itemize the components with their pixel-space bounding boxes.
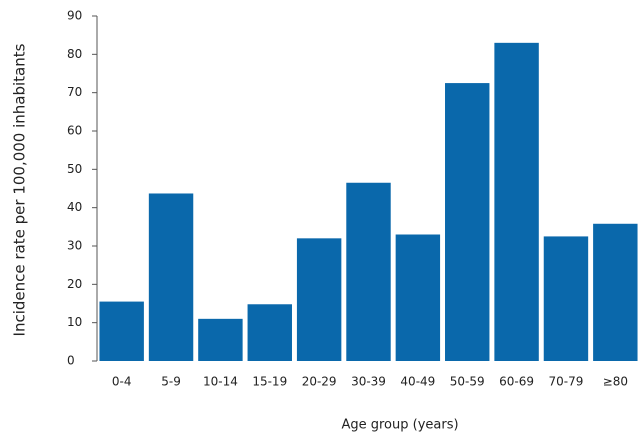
bar: [543, 236, 589, 361]
bar: [296, 238, 342, 361]
bar: [247, 304, 292, 361]
y-tick-label: 40: [67, 200, 82, 214]
y-tick-label: 60: [67, 124, 82, 138]
bar: [198, 318, 243, 361]
x-tick-label: 50-59: [450, 375, 485, 389]
y-tick-label: 80: [67, 47, 82, 61]
x-tick-label: ≥80: [603, 375, 628, 389]
x-axis-title: Age group (years): [341, 418, 458, 433]
y-tick-label: 90: [67, 9, 82, 23]
bar: [148, 193, 194, 361]
x-tick-label: 10-14: [203, 375, 238, 389]
x-tick-label: 20-29: [302, 375, 337, 389]
bar: [593, 223, 638, 361]
x-tick-label: 60-69: [499, 375, 534, 389]
bar: [494, 42, 539, 361]
y-tick-label: 10: [67, 315, 82, 329]
y-tick-label: 50: [67, 162, 82, 176]
x-tick-label: 70-79: [549, 375, 584, 389]
x-tick-label: 0-4: [112, 375, 132, 389]
y-tick-label: 20: [67, 277, 82, 291]
x-tick-label: 40-49: [400, 375, 435, 389]
bar: [395, 234, 441, 361]
bar: [99, 301, 144, 361]
y-tick-label: 0: [67, 354, 75, 368]
x-tick-label: 5-9: [161, 375, 181, 389]
x-tick-label: 15-19: [252, 375, 287, 389]
x-tick-label: 30-39: [351, 375, 386, 389]
y-axis-title: Incidence rate per 100,000 inhabitants: [11, 43, 29, 336]
bar: [346, 182, 391, 361]
y-tick-label: 70: [67, 85, 82, 99]
y-tick-label: 30: [67, 239, 82, 253]
bar: [445, 83, 490, 361]
